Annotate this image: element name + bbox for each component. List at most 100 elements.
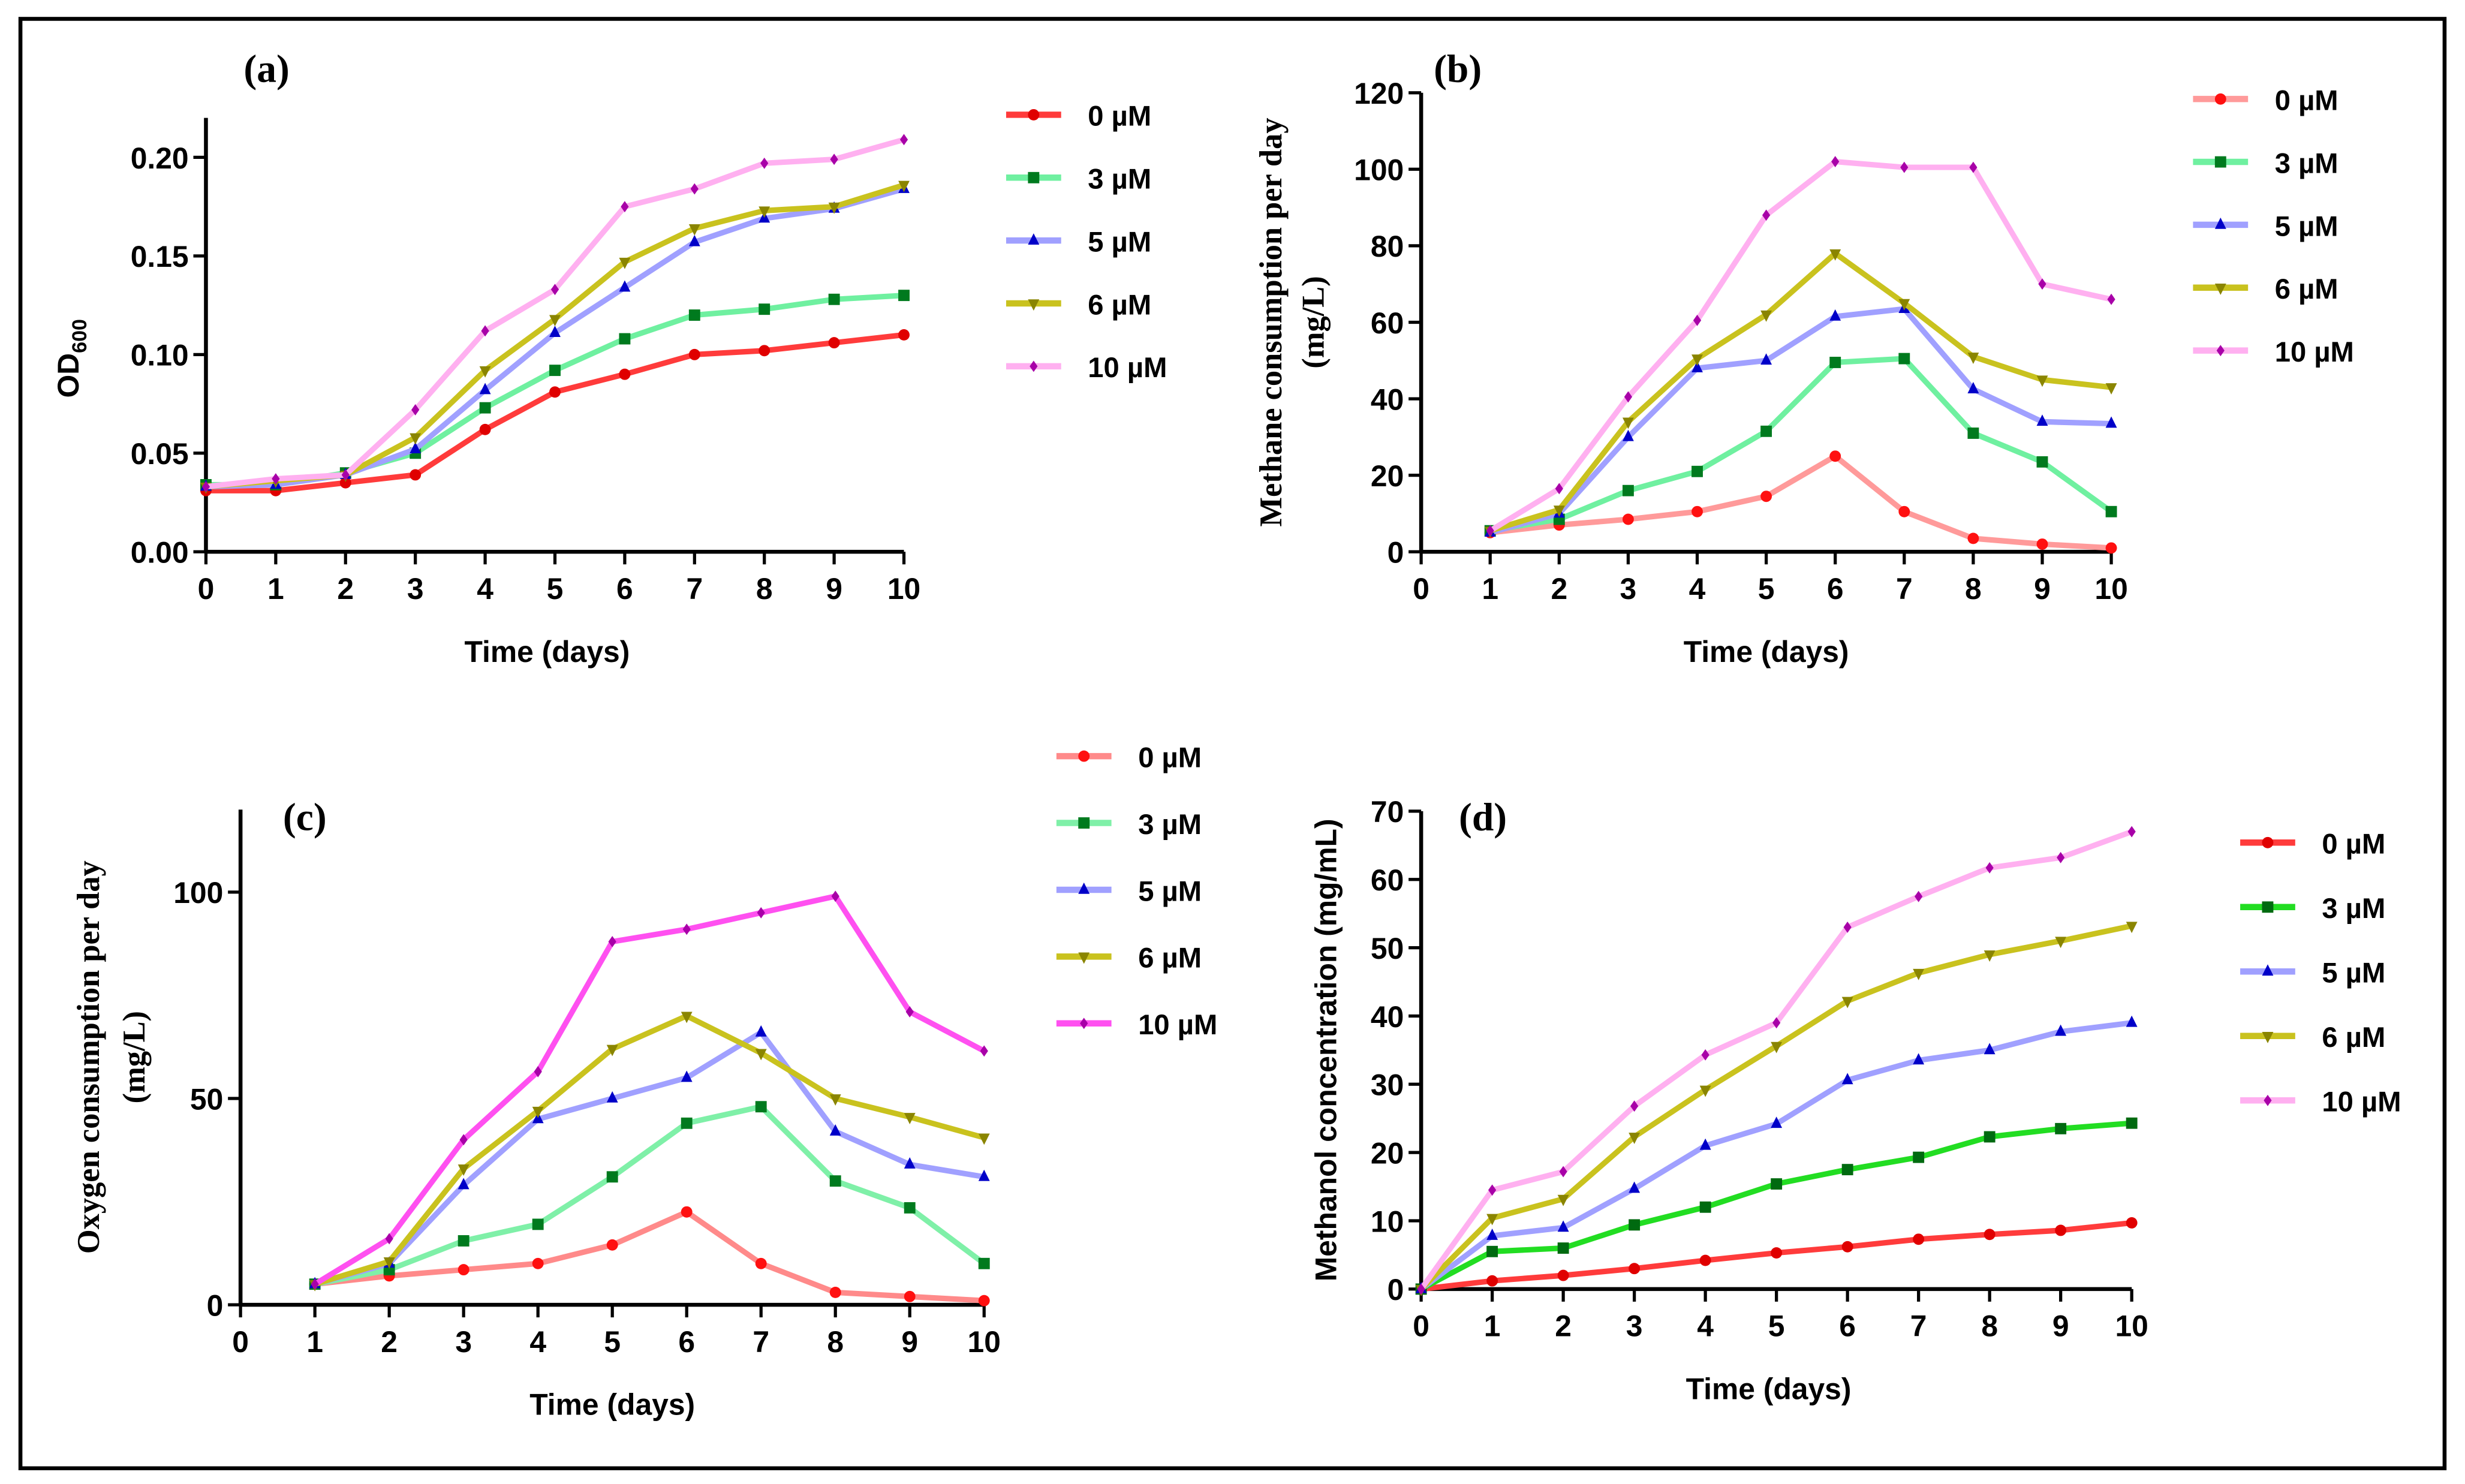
triangle-up-marker <box>1078 882 1090 894</box>
y-tick-label: 0 <box>1387 536 1404 570</box>
triangle-up-marker <box>1557 1220 1569 1232</box>
legend-item: 0 µM <box>1056 742 1202 773</box>
x-tick-label: 8 <box>756 572 773 606</box>
square-marker <box>2262 901 2274 913</box>
legend-item: 5 µM <box>2193 210 2338 242</box>
panel-label: (d) <box>1459 796 1507 839</box>
circle-marker <box>898 329 910 341</box>
y-tick-label: 0.10 <box>131 339 189 372</box>
y-tick-label: 0.15 <box>131 240 189 273</box>
triangle-down-marker <box>1692 354 1703 366</box>
triangle-up-marker <box>904 1157 916 1169</box>
square-marker <box>755 1101 767 1113</box>
x-tick-label: 1 <box>306 1325 323 1359</box>
legend-label: 3 µM <box>2275 148 2338 179</box>
y-tick-label: 10 <box>1371 1205 1404 1238</box>
y-tick-label: 100 <box>173 876 223 910</box>
triangle-down-marker <box>2105 383 2117 395</box>
y-tick-label: 0.20 <box>131 142 189 175</box>
legend-item: 3 µM <box>2193 148 2338 179</box>
triangle-up-marker <box>1771 1116 1783 1128</box>
legend-label: 3 µM <box>1138 809 1202 841</box>
circle-marker <box>1028 109 1040 121</box>
triangle-up-marker <box>688 234 700 246</box>
triangle-up-marker <box>1760 353 1772 365</box>
triangle-down-marker <box>681 1012 693 1024</box>
triangle-down-marker <box>755 1049 767 1061</box>
diamond-marker <box>411 404 420 416</box>
series-line <box>1488 158 2112 534</box>
y-tick-label: 60 <box>1371 863 1404 897</box>
triangle-down-marker <box>1841 997 1853 1009</box>
circle-marker <box>1898 505 1910 517</box>
square-marker <box>1967 428 1979 439</box>
series-5M <box>309 1025 990 1289</box>
triangle-down-marker <box>1622 417 1634 429</box>
series-6M <box>1484 249 2117 538</box>
y-tick-label: 40 <box>1371 383 1404 416</box>
x-tick-label: 0 <box>198 572 215 606</box>
square-marker <box>1984 1131 1996 1143</box>
diamond-marker <box>682 923 691 935</box>
legend-item: 5 µM <box>2240 958 2385 989</box>
triangle-down-marker <box>1699 1085 1711 1097</box>
x-tick-label: 5 <box>1768 1310 1785 1343</box>
legend-label: 3 µM <box>1088 164 1151 195</box>
legend-item: 6 µM <box>1056 943 1202 974</box>
x-tick-label: 2 <box>337 572 354 606</box>
triangle-down-marker <box>383 1257 395 1269</box>
x-axis-label: Time (days) <box>529 1388 695 1422</box>
series-line <box>1489 251 2112 534</box>
square-marker <box>759 303 770 315</box>
triangle-down-marker <box>619 257 631 269</box>
y-tick-label: 50 <box>190 1082 223 1116</box>
square-marker <box>2126 1117 2138 1129</box>
y-tick-label: 70 <box>1371 795 1404 829</box>
circle-marker <box>1967 532 1979 544</box>
x-tick-label: 0 <box>1413 1310 1429 1343</box>
diamond-marker <box>830 153 838 165</box>
series-line <box>206 332 905 493</box>
diamond-marker <box>2107 293 2115 305</box>
circle-marker <box>2055 1224 2067 1236</box>
diamond-marker <box>608 936 616 947</box>
circle-marker <box>2262 836 2274 848</box>
legend-item: 5 µM <box>1056 875 1202 907</box>
y-tick-label: 0.05 <box>131 437 189 471</box>
series-5M <box>200 181 910 491</box>
y-axis-label: OD600 <box>52 319 91 398</box>
legend-item: 3 µM <box>1056 809 1202 841</box>
legend-item: 10 µM <box>1006 352 1167 384</box>
x-tick-label: 4 <box>1689 572 1706 606</box>
x-tick-label: 6 <box>1839 1310 1856 1343</box>
triangle-down-marker <box>688 224 700 236</box>
series-5M <box>1484 302 2117 537</box>
legend-item: 6 µM <box>1006 289 1151 321</box>
x-tick-label: 0 <box>1413 572 1429 606</box>
y-axis-label: Oxygen consumption per day <box>71 860 106 1254</box>
x-tick-label: 10 <box>968 1325 1001 1359</box>
series-10M <box>311 890 988 1290</box>
legend-label: 5 µM <box>2275 210 2338 242</box>
triangle-down-marker <box>1486 1214 1498 1226</box>
diamond-marker <box>980 1045 988 1057</box>
circle-marker <box>606 1239 618 1251</box>
square-marker <box>978 1257 990 1269</box>
diamond-marker <box>311 1278 319 1290</box>
diamond-marker <box>1985 862 1994 874</box>
x-tick-label: 8 <box>1981 1310 1998 1343</box>
square-marker <box>606 1171 618 1183</box>
triangle-up-marker <box>1841 1073 1853 1085</box>
circle-marker <box>1760 490 1772 502</box>
circle-marker <box>479 423 491 435</box>
diamond-marker <box>1555 483 1563 495</box>
series-line <box>313 893 986 1287</box>
triangle-down-marker <box>829 1094 841 1106</box>
y-tick-label: 20 <box>1371 459 1404 493</box>
circle-marker <box>619 368 631 380</box>
triangle-down-marker <box>549 315 561 327</box>
square-marker <box>1913 1151 1925 1163</box>
triangle-up-marker <box>1829 309 1841 321</box>
circle-marker <box>532 1257 544 1269</box>
series-line <box>205 137 905 490</box>
